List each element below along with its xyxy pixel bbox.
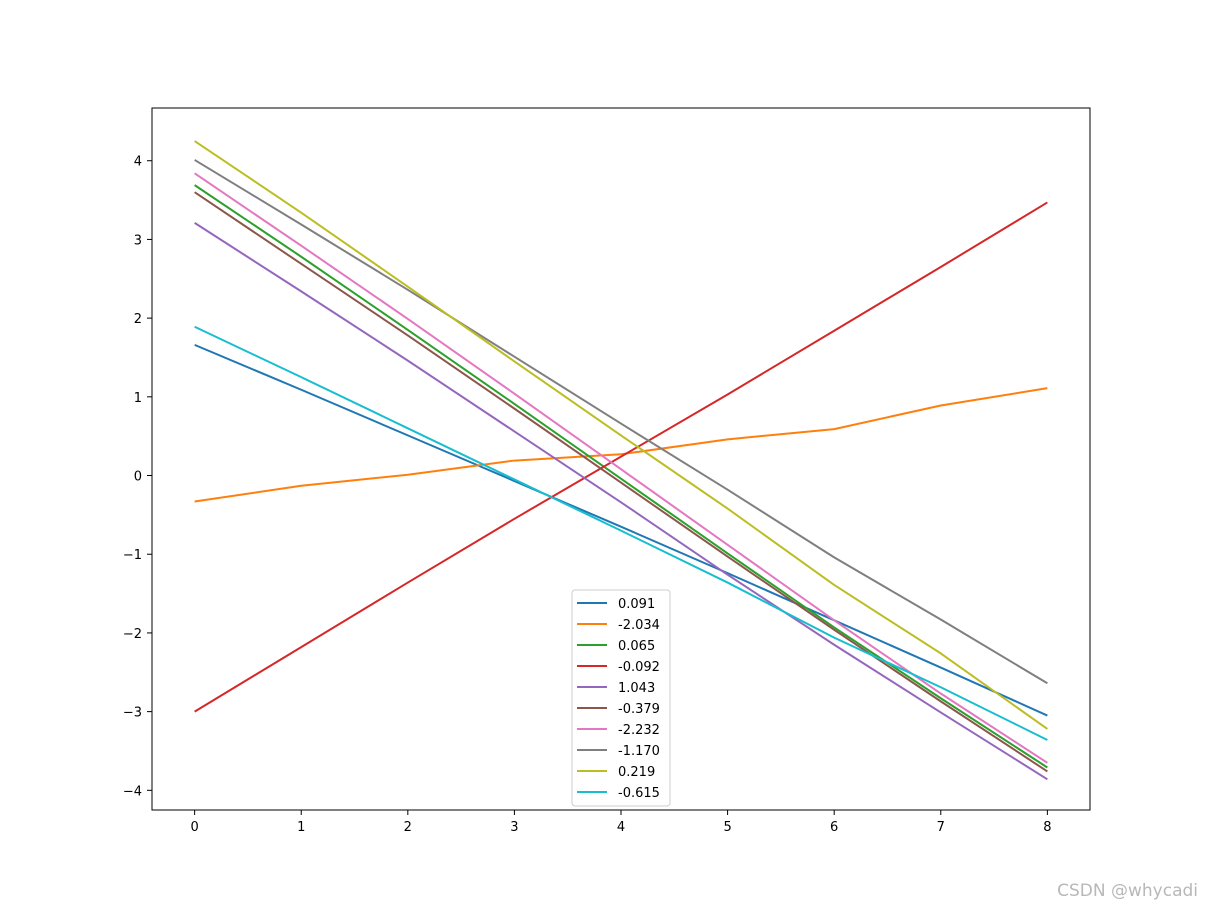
legend-label-8: 0.219 bbox=[618, 765, 655, 780]
legend-label-5: -0.379 bbox=[618, 702, 660, 717]
y-tick-label-5: 1 bbox=[134, 391, 142, 406]
series-line-0 bbox=[194, 343, 1048, 717]
y-tick-label-3: −1 bbox=[123, 548, 142, 563]
series-line-2 bbox=[194, 184, 1048, 769]
series-line-8 bbox=[194, 140, 1048, 730]
legend-label-6: -2.232 bbox=[618, 723, 660, 738]
x-tick-label-5: 5 bbox=[723, 820, 731, 835]
legend: 0.091 -2.034 0.065 -0.092 1.043 -0.379 -2.232 -… bbox=[571, 589, 671, 807]
x-axis: 0 1 2 3 4 5 6 7 8 bbox=[190, 810, 1052, 835]
y-tick-label-6: 2 bbox=[134, 312, 142, 327]
y-axis: −4 −3 −2 −1 0 1 2 3 4 bbox=[123, 155, 152, 799]
legend-label-2: 0.065 bbox=[618, 639, 655, 654]
y-tick-label-7: 3 bbox=[134, 233, 142, 248]
plot-lines bbox=[194, 140, 1048, 781]
x-tick-label-3: 3 bbox=[510, 820, 518, 835]
series-line-6 bbox=[194, 172, 1048, 764]
y-tick-label-2: −2 bbox=[123, 627, 142, 642]
series-line-1 bbox=[194, 387, 1048, 503]
legend-label-0: 0.091 bbox=[618, 597, 655, 612]
x-tick-label-4: 4 bbox=[617, 820, 625, 835]
x-tick-label-2: 2 bbox=[404, 820, 412, 835]
x-tick-label-6: 6 bbox=[830, 820, 838, 835]
watermark: CSDN @whycadi bbox=[1057, 881, 1198, 901]
series-line-3 bbox=[194, 201, 1048, 713]
y-tick-label-0: −4 bbox=[123, 784, 142, 799]
x-tick-label-0: 0 bbox=[190, 820, 198, 835]
x-tick-label-7: 7 bbox=[937, 820, 945, 835]
series-line-4 bbox=[194, 222, 1048, 781]
series-line-7 bbox=[194, 159, 1048, 685]
legend-label-7: -1.170 bbox=[618, 744, 660, 759]
legend-label-3: -0.092 bbox=[618, 660, 660, 675]
x-tick-label-1: 1 bbox=[297, 820, 305, 835]
legend-label-1: -2.034 bbox=[618, 618, 660, 633]
y-tick-label-8: 4 bbox=[134, 155, 142, 170]
series-line-5 bbox=[194, 191, 1048, 773]
legend-label-4: 1.043 bbox=[618, 681, 655, 696]
legend-label-9: -0.615 bbox=[618, 786, 660, 801]
y-tick-label-4: 0 bbox=[134, 470, 142, 485]
series-line-9 bbox=[194, 325, 1048, 741]
y-tick-label-1: −3 bbox=[123, 706, 142, 721]
x-tick-label-8: 8 bbox=[1043, 820, 1051, 835]
